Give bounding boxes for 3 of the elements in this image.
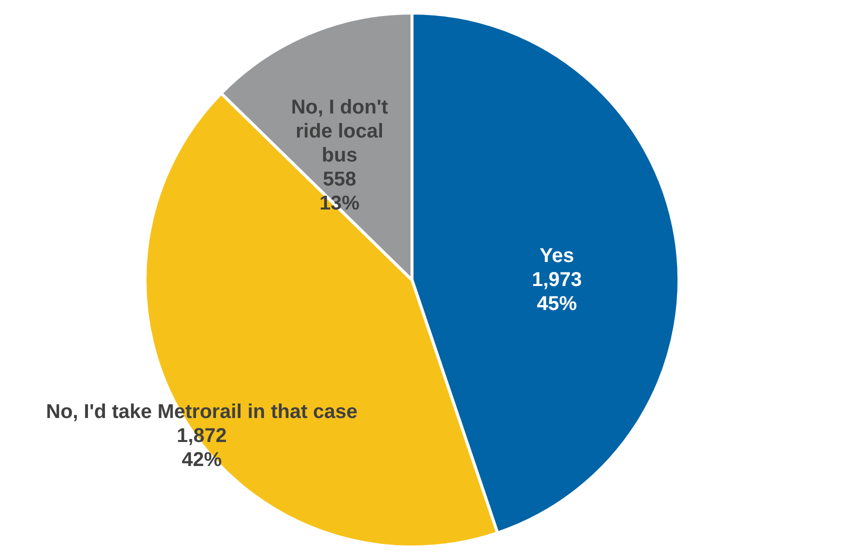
slice-label: Yes	[540, 245, 574, 268]
data-label: 1,973 45%	[532, 269, 582, 316]
slice-label: No, I don't ride local bus	[291, 96, 388, 167]
